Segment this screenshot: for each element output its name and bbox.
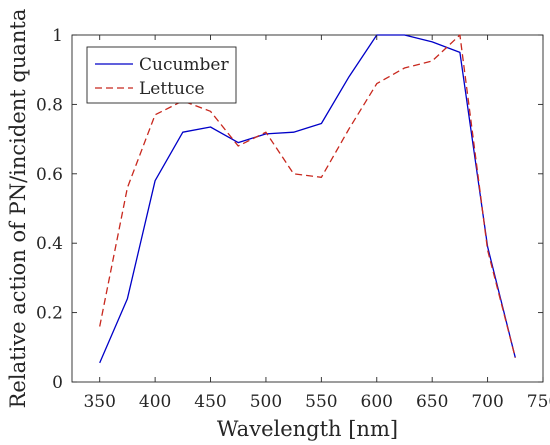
x-tick-label: 550 [305, 392, 337, 412]
y-tick-label: 1 [52, 26, 63, 46]
series-line-lettuce [99, 34, 516, 358]
legend-box [86, 46, 237, 104]
x-tick-label: 400 [139, 392, 171, 412]
series-layer [99, 34, 516, 364]
y-tick-label: 0.4 [36, 234, 63, 254]
x-tick-label: 650 [416, 392, 448, 412]
x-tick-label: 500 [250, 392, 282, 412]
x-tick-label: 600 [361, 392, 393, 412]
ticks-layer: 350 400 450 500 550 600 650 700 750 0 0.2 0.4 0.6 0.8… [36, 26, 550, 412]
x-axis-label: Wavelength [nm] [217, 417, 398, 441]
y-tick-label: 0 [52, 373, 63, 393]
legend-label-lettuce: Lettuce [139, 79, 205, 99]
y-tick-label: 0.8 [36, 95, 63, 115]
y-tick-label: 0.2 [36, 304, 63, 324]
x-tick-label: 750 [527, 392, 550, 412]
legend: Cucumber Lettuce [86, 46, 237, 104]
x-tick-label: 700 [471, 392, 503, 412]
x-tick-label: 350 [83, 392, 115, 412]
y-axis-label: Relative action of PN/incident quanta [6, 9, 30, 409]
legend-label-cucumber: Cucumber [139, 55, 229, 75]
x-tick-label: 450 [194, 392, 226, 412]
y-tick-label: 0.6 [36, 165, 63, 185]
